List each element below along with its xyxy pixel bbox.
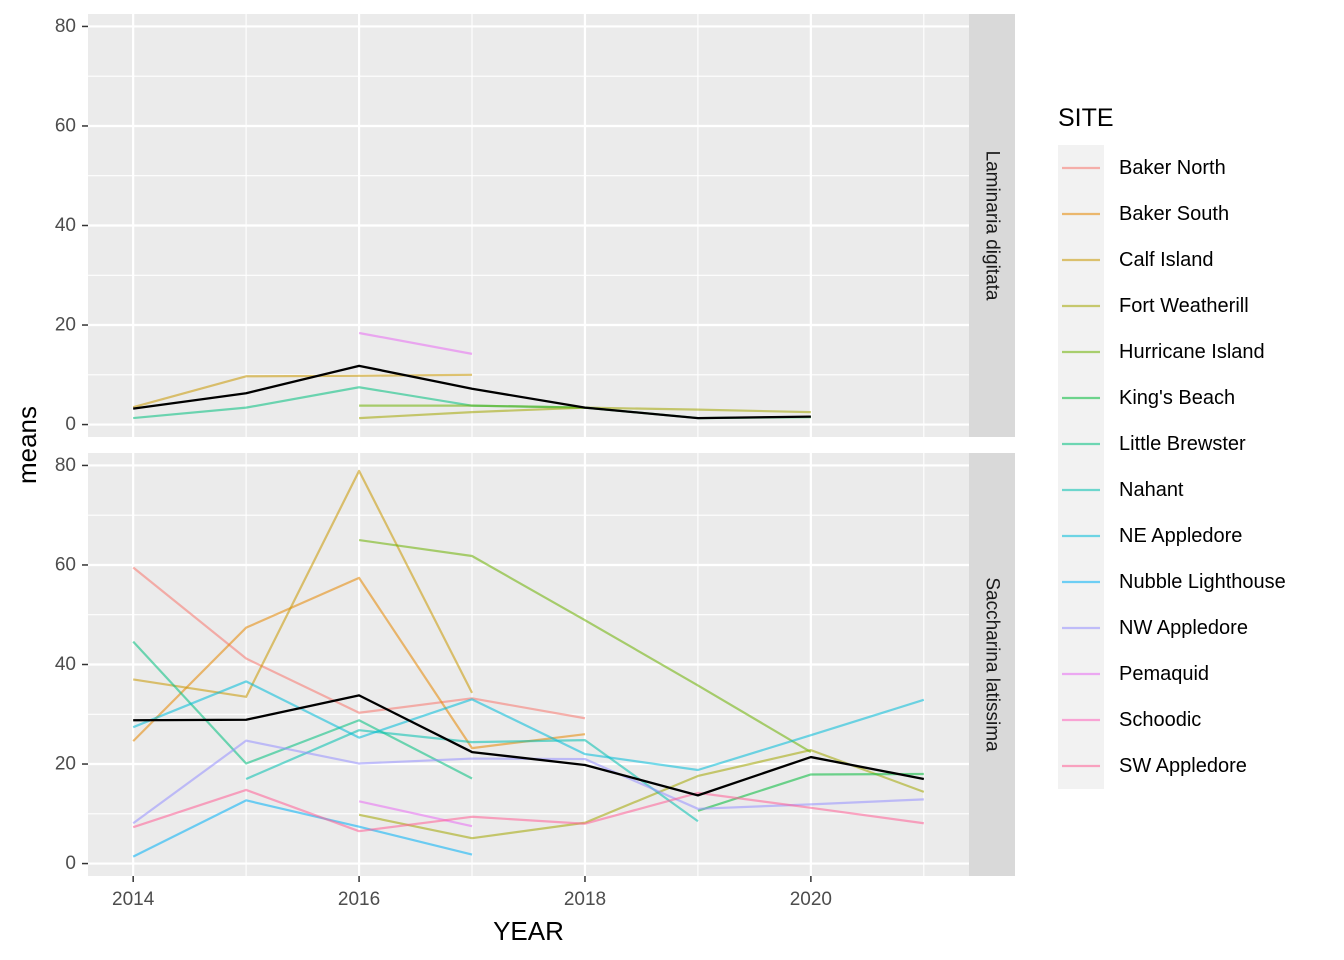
series-line-sw-appledore [132, 788, 924, 833]
legend-label: Nubble Lighthouse [1119, 571, 1286, 593]
series-line-hurricane-island [359, 404, 585, 409]
x-axis-label: YEAR [493, 916, 564, 946]
panel-saccharina: Saccharina latissima 0 20 40 60 80 [55, 453, 1015, 876]
series-line-ne-appledore [132, 680, 925, 772]
legend-label: Hurricane Island [1119, 341, 1265, 363]
y-axis-ticks: 0 20 40 60 80 [55, 455, 88, 874]
y-tick-label: 60 [55, 115, 76, 136]
y-tick-label: 0 [65, 853, 76, 874]
y-tick-label: 60 [55, 554, 76, 575]
facet-strip-label: Saccharina latissima [982, 577, 1003, 752]
panel-laminaria: Laminaria digitata 0 20 40 60 80 [55, 14, 1015, 437]
legend-label: Schoodic [1119, 709, 1201, 731]
legend-label: Baker South [1119, 203, 1229, 225]
series-line-nubble-lighthouse [132, 799, 473, 858]
series-line-mean [133, 694, 925, 797]
x-tick-label: 2020 [790, 889, 832, 910]
legend: SITE Baker North Baker South Calf Island Fo… [1058, 104, 1286, 789]
y-axis-label: means [12, 406, 42, 484]
x-tick-label: 2014 [112, 889, 155, 910]
x-axis-ticks: 2014 2016 2018 2020 [112, 876, 832, 910]
legend-title: SITE [1058, 104, 1114, 132]
y-tick-label: 0 [65, 414, 76, 435]
y-tick-label: 80 [55, 16, 76, 37]
legend-label: King's Beach [1119, 387, 1235, 409]
legend-label: NW Appledore [1119, 617, 1248, 639]
series-line-fort-weatherill [358, 748, 925, 840]
legend-label: Little Brewster [1119, 433, 1246, 455]
facet-strip [969, 453, 1015, 876]
series-line-nahant [245, 729, 699, 823]
series-line-baker-north [132, 566, 586, 720]
series-line-calf-island [132, 373, 473, 409]
series-line-calf-island [133, 469, 474, 698]
legend-label: Fort Weatherill [1119, 295, 1249, 317]
y-axis-ticks: 0 20 40 60 80 [55, 16, 88, 435]
x-tick-label: 2018 [564, 889, 606, 910]
y-tick-label: 20 [55, 315, 76, 336]
series-line-pemaquid [358, 800, 473, 828]
facet-strip-label: Laminaria digitata [982, 151, 1003, 301]
y-tick-label: 40 [55, 654, 76, 675]
legend-label: Nahant [1119, 479, 1184, 501]
x-tick-label: 2016 [338, 889, 380, 910]
legend-label: SW Appledore [1119, 755, 1247, 777]
series-line-hurricane-island [358, 538, 812, 754]
series-line-mean [133, 364, 811, 420]
y-tick-label: 80 [55, 455, 76, 476]
series-line-little-brewster [132, 640, 473, 780]
legend-label: Pemaquid [1119, 663, 1209, 685]
series-lines [132, 469, 925, 858]
legend-label: Baker North [1119, 157, 1226, 179]
y-tick-label: 20 [55, 754, 76, 775]
facet-strip [969, 14, 1015, 437]
legend-label: NE Appledore [1119, 525, 1242, 547]
legend-label: Calf Island [1119, 249, 1214, 271]
legend-key-background [1058, 145, 1104, 789]
series-line-baker-south [132, 576, 586, 750]
y-tick-label: 40 [55, 215, 76, 236]
series-line-pemaquid [358, 331, 473, 355]
series-lines [132, 331, 811, 420]
